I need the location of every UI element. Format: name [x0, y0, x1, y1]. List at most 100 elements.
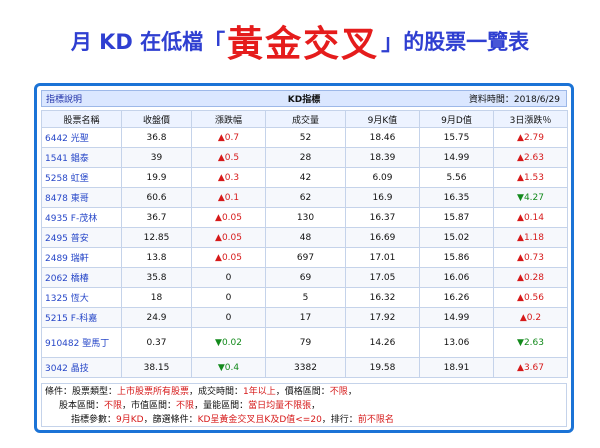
- change-cell: 0: [191, 267, 266, 288]
- volume-label: ，量能區間：: [194, 401, 249, 411]
- stock-name-link[interactable]: 5215 F-科嘉: [41, 307, 122, 328]
- d-value-cell: 15.86: [419, 247, 494, 268]
- value-text: 0.05: [221, 212, 242, 223]
- params-label: 指標參數：: [71, 415, 117, 425]
- line1-end: ，: [347, 387, 357, 397]
- value-text: 0.73: [523, 252, 544, 263]
- change-cell: ▲0.5: [191, 147, 266, 168]
- stock-name-link[interactable]: 2495 普安: [41, 227, 122, 248]
- value-text: 1.18: [523, 232, 544, 243]
- indicator-help-link[interactable]: 指標說明: [46, 95, 83, 105]
- three-day-change-cell: ▲0.28: [493, 267, 568, 288]
- k-value-cell: 18.39: [345, 147, 420, 168]
- value-text: 0.4: [224, 362, 240, 373]
- stock-name-link[interactable]: 1325 恆大: [41, 287, 122, 308]
- column-header-volume[interactable]: 成交量: [265, 110, 346, 128]
- stock-name-link[interactable]: 1541 錩泰: [41, 147, 122, 168]
- data-time: 資料時間：2018/6/29: [396, 92, 566, 105]
- d-value-cell: 15.75: [419, 127, 494, 148]
- stock-table: 股票名稱 收盤價 漲跌幅 成交量 9月K值 9月D值 3日漲跌％ 6442 光聖…: [41, 110, 568, 378]
- value-text: 0.7: [224, 132, 240, 143]
- column-header-d[interactable]: 9月D值: [419, 110, 494, 128]
- triangle-up-icon: ▲: [215, 212, 222, 223]
- table-row: 5215 F-科嘉 24.9 0 17 17.92 14.99 ▲0.2: [41, 307, 568, 328]
- table-body: 6442 光聖 36.8 ▲0.7 52 18.46 15.75 ▲2.79 1541 錩泰 3…: [41, 127, 568, 378]
- close-cell: 36.8: [121, 127, 192, 148]
- triangle-up-icon: ▲: [215, 232, 222, 243]
- three-day-change-cell: ▲0.2: [493, 307, 568, 328]
- d-value-cell: 14.99: [419, 307, 494, 328]
- column-header-change[interactable]: 漲跌幅: [191, 110, 266, 128]
- value-text: 0.05: [221, 252, 242, 263]
- column-header-close[interactable]: 收盤價: [121, 110, 192, 128]
- three-day-change-cell: ▲0.56: [493, 287, 568, 308]
- close-cell: 12.85: [121, 227, 192, 248]
- conditions-line-2: 股本區間：不限，市值區間：不限，量能區間：當日均量不限張，: [45, 399, 566, 413]
- column-header-3day[interactable]: 3日漲跌％: [493, 110, 568, 128]
- change-cell: 0: [191, 287, 266, 308]
- table-row: 1325 恆大 18 0 5 16.32 16.26 ▲0.56: [41, 287, 568, 308]
- triangle-up-icon: ▲: [517, 292, 524, 303]
- triangle-up-icon: ▲: [517, 252, 524, 263]
- change-cell: ▼0.02: [191, 327, 266, 358]
- three-day-change-cell: ▲0.73: [493, 247, 568, 268]
- price-label: ，價格區間：: [275, 387, 330, 397]
- k-value-cell: 16.9: [345, 187, 420, 208]
- k-value-cell: 16.32: [345, 287, 420, 308]
- table-row: 8478 東哥 60.6 ▲0.1 62 16.9 16.35 ▼4.27: [41, 187, 568, 208]
- triangle-down-icon: ▼: [517, 337, 524, 348]
- three-day-change-cell: ▲2.79: [493, 127, 568, 148]
- change-cell: 0: [191, 307, 266, 328]
- close-cell: 24.9: [121, 307, 192, 328]
- stock-name-link[interactable]: 3042 晶技: [41, 357, 122, 378]
- triangle-up-icon: ▲: [517, 212, 524, 223]
- close-cell: 13.8: [121, 247, 192, 268]
- table-row: 6442 光聖 36.8 ▲0.7 52 18.46 15.75 ▲2.79: [41, 127, 568, 148]
- stock-name-link[interactable]: 2062 橋椿: [41, 267, 122, 288]
- k-value-cell: 17.05: [345, 267, 420, 288]
- line2-end: ，: [311, 401, 321, 411]
- volume-cell: 42: [265, 167, 346, 188]
- change-cell: ▲0.05: [191, 247, 266, 268]
- rank-value: 前不限名: [357, 415, 394, 425]
- stock-name-link[interactable]: 2489 瑞軒: [41, 247, 122, 268]
- close-cell: 35.8: [121, 267, 192, 288]
- k-value-cell: 17.92: [345, 307, 420, 328]
- table-row: 5258 虹堡 19.9 ▲0.3 42 6.09 5.56 ▲1.53: [41, 167, 568, 188]
- stock-screener-panel: 指標說明 KD指標 資料時間：2018/6/29 股票名稱 收盤價 漲跌幅 成交…: [34, 83, 574, 433]
- stock-name-link[interactable]: 910482 聖馬丁: [41, 327, 122, 358]
- params-value: 9月KD: [116, 415, 144, 425]
- column-header-name[interactable]: 股票名稱: [41, 110, 122, 128]
- change-cell: ▲0.1: [191, 187, 266, 208]
- k-value-cell: 16.69: [345, 227, 420, 248]
- volume-cell: 130: [265, 207, 346, 228]
- value-text: 4.27: [523, 192, 544, 203]
- volume-cell: 17: [265, 307, 346, 328]
- stock-name-link[interactable]: 6442 光聖: [41, 127, 122, 148]
- table-row: 3042 晶技 38.15 ▼0.4 3382 19.58 18.91 ▲3.67: [41, 357, 568, 378]
- volume-cell: 697: [265, 247, 346, 268]
- triangle-up-icon: ▲: [517, 132, 524, 143]
- stock-name-link[interactable]: 8478 東哥: [41, 187, 122, 208]
- data-time-label: 資料時間：: [468, 95, 514, 105]
- three-day-change-cell: ▲0.14: [493, 207, 568, 228]
- change-cell: ▲0.05: [191, 227, 266, 248]
- rank-label: ，排行：: [321, 415, 358, 425]
- change-cell: ▲0.7: [191, 127, 266, 148]
- change-cell: ▼0.4: [191, 357, 266, 378]
- value-text: 0.05: [221, 232, 242, 243]
- capital-value: 不限: [104, 401, 123, 411]
- close-cell: 19.9: [121, 167, 192, 188]
- column-header-k[interactable]: 9月K值: [345, 110, 420, 128]
- title-prefix: 月 KD 在低檔: [70, 30, 204, 54]
- stock-name-link[interactable]: 4935 F-茂林: [41, 207, 122, 228]
- volume-value: 當日均量不限張: [248, 401, 312, 411]
- value-text: 0.5: [224, 152, 240, 163]
- change-cell: ▲0.05: [191, 207, 266, 228]
- k-value-cell: 17.01: [345, 247, 420, 268]
- three-day-change-cell: ▲1.18: [493, 227, 568, 248]
- stock-name-link[interactable]: 5258 虹堡: [41, 167, 122, 188]
- filter-label: ，篩選條件：: [143, 415, 198, 425]
- filter-value: KD呈黃金交叉且K及D值<=20: [197, 415, 322, 425]
- triangle-up-icon: ▲: [517, 152, 524, 163]
